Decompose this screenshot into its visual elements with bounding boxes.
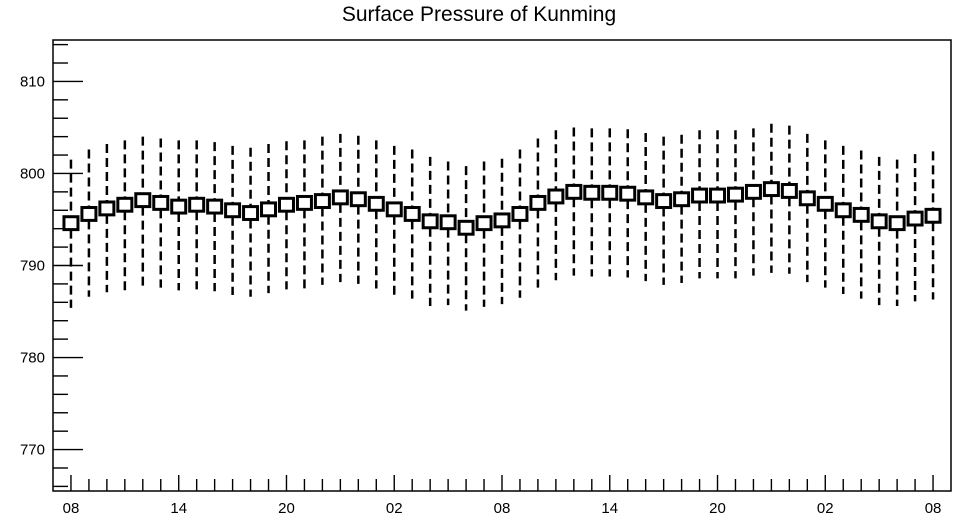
x-tick-label: 14 — [170, 500, 187, 517]
box-mark — [529, 194, 547, 211]
box-mark — [691, 187, 709, 204]
box-mark — [295, 194, 313, 211]
box-mark — [888, 215, 906, 232]
box-mark — [583, 184, 601, 201]
box-mark — [619, 185, 637, 202]
box-mark — [655, 193, 673, 210]
box-mark — [170, 198, 188, 215]
box-mark — [367, 195, 385, 212]
x-tick-label: 08 — [494, 500, 511, 517]
box-mark — [62, 215, 80, 232]
y-tick-label: 770 — [20, 442, 45, 459]
box-mark — [152, 194, 170, 211]
box-mark — [547, 188, 565, 205]
plot-frame — [52, 39, 952, 492]
box-mark — [493, 212, 511, 229]
box-mark — [906, 210, 924, 227]
box-mark — [224, 202, 242, 219]
box-mark — [98, 200, 116, 217]
y-tick-label: 790 — [20, 258, 45, 275]
y-tick-label: 780 — [20, 350, 45, 367]
box-mark — [870, 213, 888, 230]
box-mark — [349, 191, 367, 208]
box-mark — [260, 201, 278, 218]
box-mark — [565, 183, 583, 200]
box-mark — [511, 206, 529, 222]
box-mark — [601, 184, 619, 201]
box-mark — [834, 202, 852, 219]
box-mark — [762, 181, 780, 198]
y-tick-label: 800 — [20, 165, 45, 182]
box-mark — [421, 213, 439, 230]
chart-title: Surface Pressure of Kunming — [341, 3, 617, 26]
box-mark — [385, 201, 403, 218]
y-tick-label: 810 — [20, 73, 45, 90]
box-mark — [673, 191, 691, 208]
x-tick-label: 02 — [817, 500, 834, 517]
box-mark — [206, 198, 224, 215]
box-mark — [188, 196, 206, 213]
box-mark — [780, 183, 798, 199]
box-mark — [80, 206, 98, 222]
box-mark — [403, 206, 421, 222]
box-mark — [457, 219, 475, 236]
x-tick-label: 20 — [278, 500, 295, 517]
box-mark — [924, 207, 942, 224]
box-mark — [439, 214, 457, 231]
box-mark — [816, 195, 834, 212]
x-tick-label: 08 — [925, 500, 942, 517]
box-mark — [637, 189, 655, 206]
box-mark — [744, 183, 762, 200]
box-mark — [331, 189, 349, 206]
box-mark — [277, 196, 295, 213]
x-tick-label: 02 — [386, 500, 403, 517]
x-tick-label: 20 — [709, 500, 726, 517]
box-mark — [798, 190, 816, 207]
box-mark — [852, 206, 870, 223]
box-mark — [116, 196, 134, 213]
box-mark — [313, 193, 331, 210]
box-mark — [709, 187, 727, 204]
x-tick-label: 08 — [63, 500, 80, 517]
x-tick-label: 14 — [601, 500, 618, 517]
box-mark — [726, 186, 744, 203]
box-mark — [242, 205, 260, 221]
box-mark — [475, 215, 493, 232]
box-mark — [134, 192, 152, 209]
